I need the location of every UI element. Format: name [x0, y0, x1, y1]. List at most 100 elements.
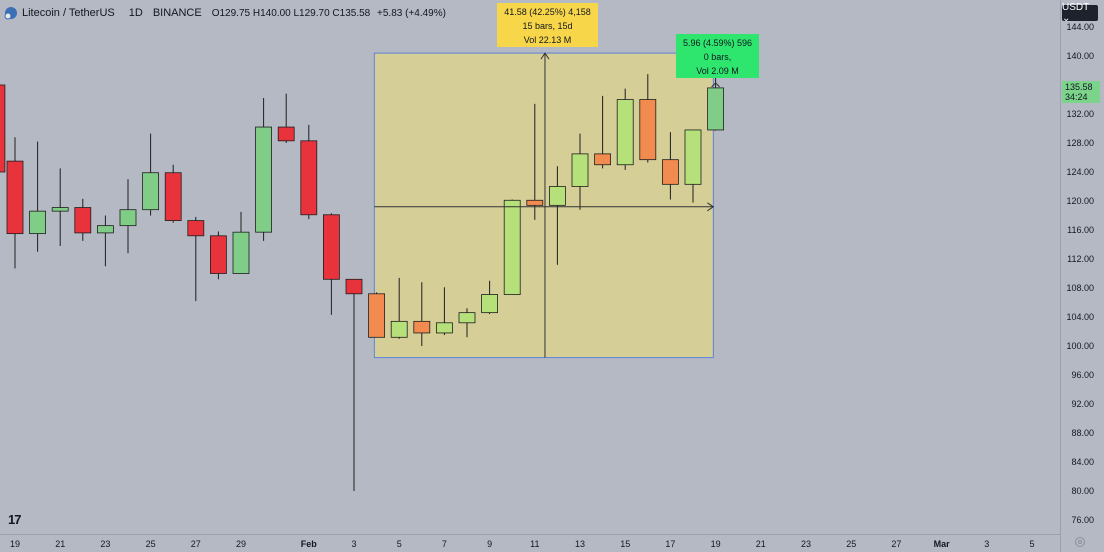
- open-label: O: [211, 7, 220, 19]
- tradingview-logo[interactable]: 17: [8, 512, 22, 527]
- candle-body: [458, 312, 476, 324]
- price-tick-label: 132.00: [1066, 109, 1094, 119]
- candle-body: [662, 159, 679, 185]
- time-tick-label: 19: [711, 539, 721, 549]
- open-value: 129.75: [219, 7, 251, 19]
- candle-body: [97, 225, 114, 234]
- candle-body: [639, 99, 657, 161]
- price-tick-label: 112.00: [1067, 254, 1094, 264]
- candle-body: [345, 278, 363, 295]
- measure-arrow-head: [711, 82, 720, 88]
- candle-body: [503, 199, 521, 295]
- time-tick-label: 21: [55, 539, 65, 549]
- high-value: 140.00: [260, 7, 291, 19]
- price-tick-label: 92.00: [1071, 399, 1094, 409]
- candle-body: [142, 172, 160, 211]
- candle-body: [368, 293, 386, 338]
- candle-body: [390, 320, 408, 338]
- symbol-name[interactable]: Litecoin / TetherUS: [22, 7, 115, 19]
- time-tick-label: 29: [236, 539, 246, 549]
- date-price-range-label: 41.58 (42.25%) 4,158 15 bars, 15d Vol 22…: [497, 3, 598, 47]
- price-tick-label: 96.00: [1071, 370, 1094, 380]
- candle-body: [571, 153, 589, 187]
- ohlc-values: O129.75 H140.00 L129.70 C135.58 +5.83 (+…: [212, 8, 446, 19]
- candle-body: [322, 214, 340, 280]
- candle-body: [119, 209, 137, 227]
- price-tick-label: 84.00: [1071, 457, 1094, 467]
- time-tick-label: 27: [891, 539, 901, 549]
- candle-body: [74, 207, 92, 234]
- time-tick-label: 5: [1029, 539, 1034, 549]
- price-tick-label: 100.00: [1066, 341, 1094, 351]
- measure-change: 5.96 (4.59%) 596: [682, 38, 753, 48]
- currency-button[interactable]: USDT ⌄: [1062, 2, 1098, 24]
- price-tick-label: 80.00: [1071, 486, 1094, 496]
- candle-body: [255, 126, 273, 233]
- time-tick-label: 23: [100, 539, 110, 549]
- candle-body: [164, 172, 182, 221]
- candle-body: [413, 320, 431, 334]
- price-tick-label: 108.00: [1066, 283, 1094, 293]
- time-tick-label: 3: [984, 539, 989, 549]
- candle-body: [29, 210, 47, 235]
- time-tick-label: 25: [146, 539, 156, 549]
- time-tick-label: 5: [397, 539, 402, 549]
- time-tick-label: 19: [10, 539, 20, 549]
- candle-body: [549, 186, 566, 206]
- price-tick-label: 76.00: [1071, 515, 1094, 525]
- range-volume: Vol 22.13 M: [523, 35, 572, 45]
- time-tick-label: 9: [487, 539, 492, 549]
- change-value: +5.83 (+4.49%): [377, 7, 446, 19]
- last-price: 135.58: [1065, 82, 1093, 92]
- bar-countdown: 34:24: [1065, 92, 1088, 102]
- candle-body: [232, 231, 250, 274]
- time-tick-label: 3: [351, 539, 356, 549]
- close-value: 135.58: [339, 7, 371, 19]
- time-tick-label: 13: [575, 539, 585, 549]
- measure-volume: Vol 2.09 M: [696, 66, 739, 76]
- candle-body: [435, 322, 453, 334]
- candle-body: [51, 207, 69, 212]
- candle-body: [594, 153, 611, 166]
- candle-body: [707, 87, 724, 131]
- gear-icon[interactable]: [1074, 536, 1086, 548]
- range-arrow-head-up: [540, 52, 550, 60]
- last-price-tag: 135.58 34:24: [1062, 81, 1100, 103]
- exchange-label: BINANCE: [152, 7, 202, 19]
- time-tick-label: 15: [620, 539, 630, 549]
- measure-bars: 0 bars,: [703, 52, 732, 62]
- candle-body: [481, 294, 499, 314]
- date-price-range-box: [373, 52, 714, 359]
- candle-body: [526, 199, 544, 206]
- range-change: 41.58 (42.25%) 4,158: [504, 7, 591, 17]
- interval-label[interactable]: 1D: [128, 7, 143, 19]
- range-arrow-head-right: [707, 202, 715, 212]
- price-tick-label: 104.00: [1066, 312, 1094, 322]
- candle-body: [300, 140, 318, 216]
- close-label: C: [332, 7, 340, 19]
- candle-body: [6, 160, 24, 235]
- price-tick-label: 120.00: [1066, 196, 1094, 206]
- price-tick-label: 116.00: [1067, 225, 1094, 235]
- litecoin-symbol-icon: [4, 7, 17, 20]
- price-tick-label: 88.00: [1071, 428, 1094, 438]
- time-tick-label: 7: [442, 539, 447, 549]
- time-tick-label: 21: [756, 539, 766, 549]
- candle-body: [187, 220, 205, 237]
- time-tick-label: 23: [801, 539, 811, 549]
- candle-body: [0, 84, 6, 173]
- price-tick-label: 140.00: [1066, 51, 1094, 61]
- candle-body: [277, 126, 295, 142]
- time-tick-label: 17: [665, 539, 675, 549]
- time-tick-label: 27: [191, 539, 201, 549]
- low-value: 129.70: [299, 7, 330, 19]
- price-tick-label: 144.00: [1066, 22, 1094, 32]
- high-label: H: [252, 7, 261, 19]
- price-tick-label: 124.00: [1066, 167, 1094, 177]
- time-tick-label: 11: [530, 539, 539, 549]
- measure-label: 5.96 (4.59%) 596 0 bars, Vol 2.09 M: [676, 34, 759, 78]
- time-tick-label: Mar: [934, 539, 951, 549]
- chart-header: Litecoin / TetherUS 1D BINANCE O129.75 H…: [4, 5, 446, 21]
- candle-body: [684, 129, 702, 185]
